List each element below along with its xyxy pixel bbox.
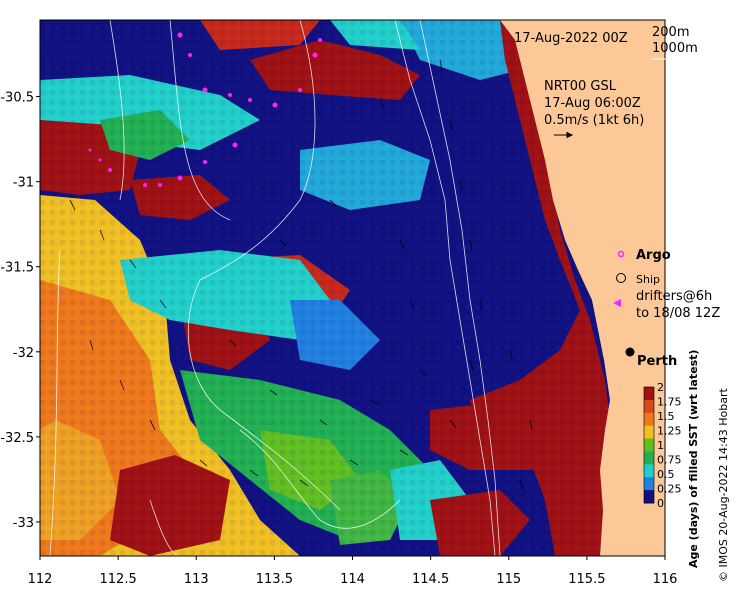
- imos-credit: © IMOS 20-Aug-2022 14:43 Hobart: [717, 388, 730, 582]
- colorbar-segment: [644, 399, 654, 414]
- x-tick-label: 114: [340, 572, 365, 587]
- colorbar-tick-label: 1.5: [657, 410, 675, 423]
- colorbar-tick-label: 0.25: [657, 483, 682, 496]
- colorbar-segment: [644, 477, 654, 491]
- y-tick-label: -31.5: [0, 261, 34, 276]
- map-title: 17-Aug-2022 00Z: [514, 31, 628, 46]
- current-label-source: NRT00 GSL: [544, 79, 617, 94]
- x-tick-label: 113.5: [256, 572, 293, 587]
- y-tick-label: -32.5: [0, 431, 34, 446]
- argo-label: Argo: [636, 248, 671, 263]
- x-tick-label: 116: [653, 572, 678, 587]
- y-axis: -30.5 -31 -31.5 -32 -32.5 -33: [0, 91, 40, 531]
- colorbar-title: Age (days) of filled SST (wrt latest): [687, 350, 700, 568]
- colorbar-tick-label: 0: [657, 497, 664, 510]
- colorbar-tick-label: 2: [657, 381, 664, 394]
- colorbar-segment: [644, 438, 654, 452]
- colorbar-segment: [644, 425, 654, 440]
- contour-legend-200m: 200m: [652, 25, 689, 40]
- ship-label: Ship: [636, 273, 660, 286]
- x-tick-label: 112.5: [100, 572, 137, 587]
- x-tick-label: 112: [28, 572, 53, 587]
- colorbar-segment: [644, 387, 654, 401]
- colorbar-segment: [644, 464, 654, 478]
- colorbar-tick-label: 1.75: [657, 396, 682, 409]
- y-tick-label: -33: [13, 516, 34, 531]
- colorbar-frame: [643, 386, 655, 504]
- argo-icon: [617, 250, 625, 258]
- colorbar-tick-label: 1.25: [657, 425, 682, 438]
- y-tick-label: -30.5: [0, 91, 34, 106]
- x-tick-label: 115: [496, 572, 521, 587]
- perth-label: Perth: [637, 354, 677, 369]
- drifters-label-2: to 18/08 12Z: [636, 306, 720, 321]
- x-tick-label: 113: [184, 572, 209, 587]
- drifter-icon: [613, 299, 621, 307]
- x-tick-label: 115.5: [568, 572, 605, 587]
- colorbar-tick-label: 1: [657, 439, 664, 452]
- y-tick-label: -31: [13, 176, 34, 191]
- colorbar-segment: [644, 490, 654, 504]
- bathymetry-contours: [49, 20, 501, 556]
- perth-marker: [625, 347, 635, 357]
- x-axis: 112 112.5 113 113.5 114 114.5 115 115.5 116: [28, 556, 678, 587]
- colorbar: 2 1.751.5 1.251 0.750.5 0.250: [643, 381, 682, 510]
- x-tick-label: 114.5: [412, 572, 449, 587]
- current-label-time: 17-Aug 06:00Z: [544, 96, 641, 111]
- colorbar-tick-label: 0.5: [657, 468, 675, 481]
- ship-icon: [616, 273, 626, 283]
- y-tick-label: -32: [13, 346, 34, 361]
- drifters-label-1: drifters@6h: [636, 289, 712, 304]
- drifter-tracks: [88, 32, 322, 187]
- current-scale-arrow: [554, 131, 574, 139]
- map-plot-area: [40, 20, 665, 556]
- colorbar-tick-label: 0.75: [657, 454, 682, 467]
- contour-legend-1000m: 1000m: [652, 41, 698, 56]
- colorbar-segment: [644, 451, 654, 465]
- land-mass: [500, 20, 665, 556]
- current-vectors: [69, 59, 533, 491]
- current-label-scale: 0.5m/s (1kt 6h): [544, 113, 644, 128]
- colorbar-segment: [644, 412, 654, 427]
